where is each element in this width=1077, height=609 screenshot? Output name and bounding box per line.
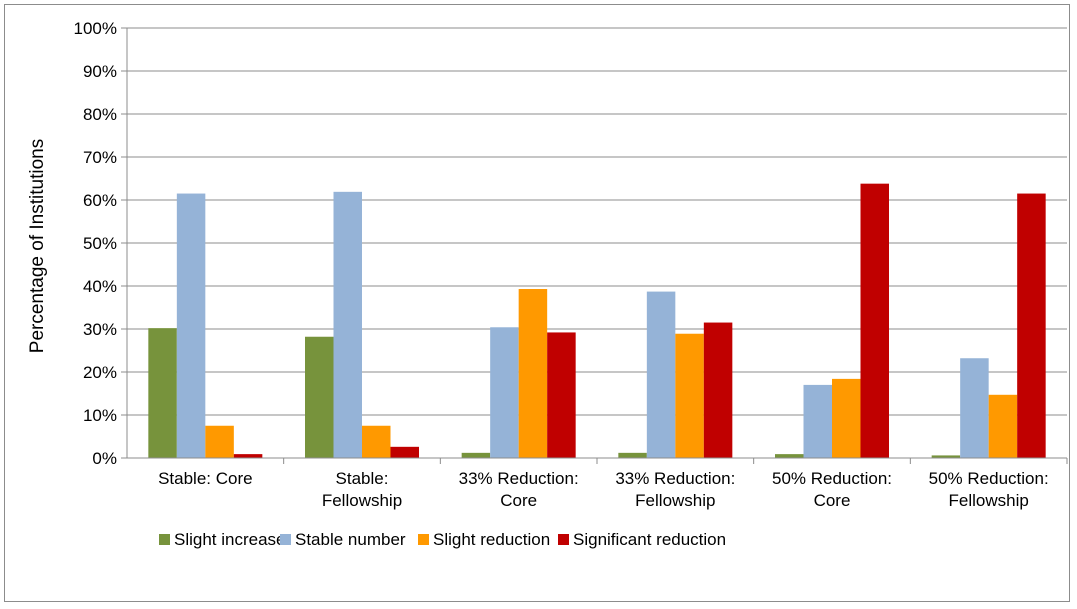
y-tick-label: 20% (83, 363, 117, 382)
legend-label: Stable number (295, 530, 406, 549)
bar-significant-reduction (703, 322, 733, 458)
legend-swatch (159, 534, 170, 545)
bar-slight-increase (618, 452, 647, 458)
legend-label: Slight reduction (433, 530, 550, 549)
bar-slight-reduction (832, 378, 861, 458)
bar-stable-number (803, 384, 832, 458)
axes (121, 27, 1068, 464)
bar-stable-number (176, 193, 206, 459)
chart-frame (4, 4, 1070, 602)
bar-stable-number (646, 291, 676, 458)
bar-stable-number (490, 327, 519, 458)
y-tick-label: 40% (83, 277, 117, 296)
bar-slight-reduction (988, 394, 1018, 458)
legend-swatch (418, 534, 429, 545)
y-tick-label: 10% (83, 406, 117, 425)
bar-slight-reduction (518, 289, 548, 458)
y-tick-label: 50% (83, 234, 117, 253)
bar-slight-increase (148, 328, 177, 458)
bar-slight-increase (305, 336, 334, 458)
x-tick-label: 50% Reduction: Core (772, 469, 892, 510)
bar-significant-reduction (860, 183, 889, 458)
x-tick-label: 33% Reduction: Fellowship (615, 469, 735, 510)
y-tick-label: 30% (83, 320, 117, 339)
bars (148, 183, 1046, 459)
bar-slight-increase (775, 454, 804, 458)
bar-slight-reduction (205, 425, 234, 458)
legend-swatch (280, 534, 291, 545)
bar-slight-increase (931, 455, 961, 458)
bar-significant-reduction (1017, 193, 1046, 459)
legend: Slight increase Stable number Slight reduc… (159, 530, 726, 549)
x-tick-label: Stable: Core (158, 469, 253, 488)
bar-significant-reduction (233, 454, 263, 458)
legend-label: Slight increase (174, 530, 286, 549)
bar-significant-reduction (390, 446, 419, 458)
bar-significant-reduction (547, 332, 576, 458)
legend-label: Significant reduction (573, 530, 726, 549)
x-tick-label: 50% Reduction: Fellowship (929, 469, 1049, 510)
gridlines (127, 27, 1067, 416)
bar-stable-number (960, 358, 989, 458)
bar-slight-reduction (362, 425, 391, 458)
y-tick-label: 100% (74, 19, 117, 38)
legend-swatch (558, 534, 569, 545)
y-tick-label: 80% (83, 105, 117, 124)
y-tick-label: 0% (92, 449, 117, 468)
axis-labels: 0% 10% 20% 30% 40% 50% 60% 70% 80% 90% 100% Stable:… (74, 19, 1049, 510)
y-tick-label: 70% (83, 148, 117, 167)
y-tick-label: 90% (83, 62, 117, 81)
bar-slight-increase (461, 452, 491, 458)
x-tick-label: 33% Reduction: Core (459, 469, 579, 510)
y-axis-title: Percentage of Institutions (27, 139, 48, 353)
y-tick-label: 60% (83, 191, 117, 210)
x-tick-label: Stable: Fellowship (322, 469, 402, 510)
bar-stable-number (333, 191, 362, 458)
bar-slight-reduction (675, 333, 704, 458)
